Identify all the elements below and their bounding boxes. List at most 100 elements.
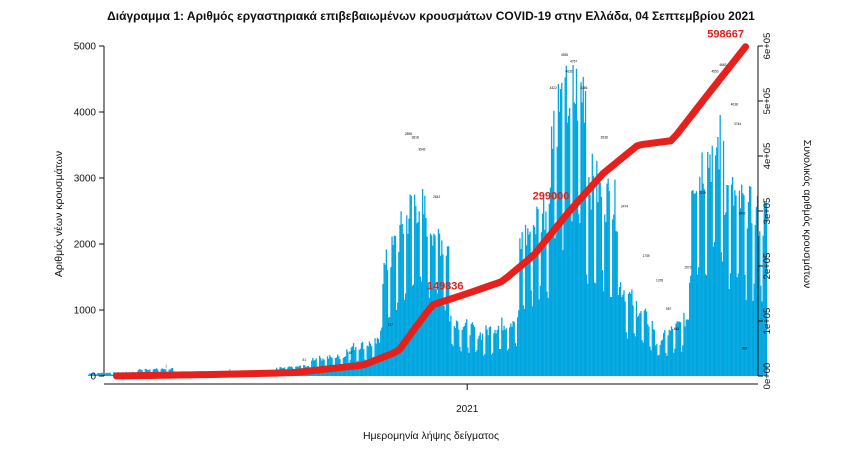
- bar-value-label: 2642: [433, 195, 440, 199]
- bar-day-365: [501, 317, 503, 376]
- bar-value-label: 87: [349, 351, 353, 355]
- x-axis: 2021: [104, 383, 758, 415]
- bar-value-label: 2898: [405, 132, 412, 136]
- bar-day-267: [390, 267, 392, 376]
- bar-day-579: [743, 195, 745, 376]
- bar-day-577: [741, 184, 743, 376]
- bar-day-572: [735, 195, 737, 376]
- bar-day-223: [340, 366, 342, 376]
- bar-day-390: [529, 231, 531, 376]
- bar-day-20: [110, 374, 113, 376]
- bar-day-505: [659, 344, 661, 376]
- bar-day-597: [763, 201, 765, 376]
- right-tick-label: 3e+05: [762, 198, 773, 225]
- bar-day-344: [477, 338, 479, 376]
- bar-day-398: [538, 299, 540, 376]
- bar-day-465: [614, 179, 616, 376]
- bar-day-317: [446, 246, 449, 376]
- bar-day-517: [673, 352, 675, 376]
- bar-day-394: [533, 226, 536, 376]
- x-tick-label: 2021: [456, 404, 479, 415]
- bar-day-507: [661, 339, 664, 376]
- bar-day-224: [341, 365, 343, 376]
- bar-value-label: 4663: [719, 63, 726, 67]
- bar-day-228: [346, 349, 348, 376]
- bar-day-326: [457, 321, 459, 376]
- bar-day-331: [462, 327, 464, 376]
- bar-day-362: [497, 325, 500, 376]
- bar-day-544: [703, 189, 705, 376]
- bar-day-261: [383, 263, 385, 376]
- bar-day-204: [318, 355, 321, 376]
- right-tick-label: 0e+00: [762, 363, 773, 390]
- bar-day-426: [570, 212, 572, 376]
- bar-day-348: [481, 333, 484, 376]
- bar-value-label: 2709: [699, 191, 706, 195]
- bar-day-345: [478, 335, 480, 376]
- bar-day-541: [700, 190, 702, 376]
- bar-day-503: [657, 355, 659, 376]
- bar-day-318: [447, 246, 450, 376]
- bar-day-14: [104, 374, 106, 376]
- bar-day-468: [617, 295, 619, 376]
- bar-day-571: [734, 190, 736, 376]
- bar-day-463: [612, 219, 614, 376]
- bar-day-355: [489, 326, 492, 376]
- bar-value-label: 4386: [580, 86, 587, 90]
- bar-day-418: [561, 82, 563, 376]
- bar-day-500: [653, 329, 656, 376]
- bar-day-258: [380, 330, 382, 376]
- bar-day-373: [510, 323, 512, 376]
- bar-day-387: [526, 245, 528, 376]
- bar-day-351: [485, 325, 487, 376]
- left-tick-label: 4000: [74, 108, 97, 119]
- bar-day-323: [453, 325, 455, 376]
- bar-value-label: 2402: [739, 211, 746, 215]
- bar-day-489: [641, 340, 643, 376]
- bar-day-389: [528, 234, 530, 376]
- bar-day-511: [666, 355, 668, 376]
- bar-day-294: [420, 281, 423, 376]
- bar-day-8: [97, 373, 99, 376]
- bar-day-457: [605, 222, 607, 376]
- bar-day-330: [461, 329, 463, 376]
- bar-day-354: [488, 327, 490, 376]
- bar-day-598: [764, 202, 767, 376]
- bar-day-432: [576, 120, 579, 376]
- bar-day-412: [554, 238, 556, 376]
- bar-day-498: [651, 321, 653, 376]
- bar-day-556: [717, 137, 719, 376]
- bar-day-548: [708, 167, 710, 376]
- bar-day-359: [494, 329, 496, 376]
- bar-day-423: [566, 122, 569, 376]
- bar-day-547: [707, 151, 709, 376]
- bar-day-288: [414, 194, 416, 376]
- y-axis-title: Αριθμός νέων κρουσμάτων: [53, 151, 65, 277]
- bar-day-552: [712, 246, 715, 376]
- bar-day-550: [710, 181, 712, 376]
- bar-day-290: [416, 223, 418, 376]
- bar-value-label: 3542: [418, 147, 425, 151]
- bar-day-368: [504, 329, 506, 376]
- bar-day-382: [520, 249, 522, 376]
- bar-day-409: [550, 126, 553, 376]
- bar-day-284: [409, 194, 411, 376]
- bar-day-509: [664, 330, 666, 376]
- bar-day-364: [500, 348, 502, 376]
- bar-day-448: [595, 283, 597, 376]
- bar-day-301: [428, 297, 431, 376]
- bar-day-531: [688, 282, 691, 376]
- bar-day-376: [513, 322, 515, 376]
- bar-value-label: 51: [303, 358, 307, 362]
- bar-day-558: [719, 114, 721, 376]
- bar-day-560: [721, 261, 724, 376]
- bar-day-7: [96, 374, 98, 376]
- bar-day-466: [615, 231, 617, 376]
- bar-day-566: [728, 288, 730, 376]
- bar-day-521: [677, 321, 679, 376]
- chart-title: Διάγραμμα 1: Αριθμός εργαστηριακά επιβεβ…: [107, 9, 755, 23]
- bar-day-11: [100, 372, 102, 376]
- bar-day-315: [444, 310, 446, 376]
- bar-value-label: 3538: [601, 135, 608, 139]
- bar-day-446: [592, 175, 595, 376]
